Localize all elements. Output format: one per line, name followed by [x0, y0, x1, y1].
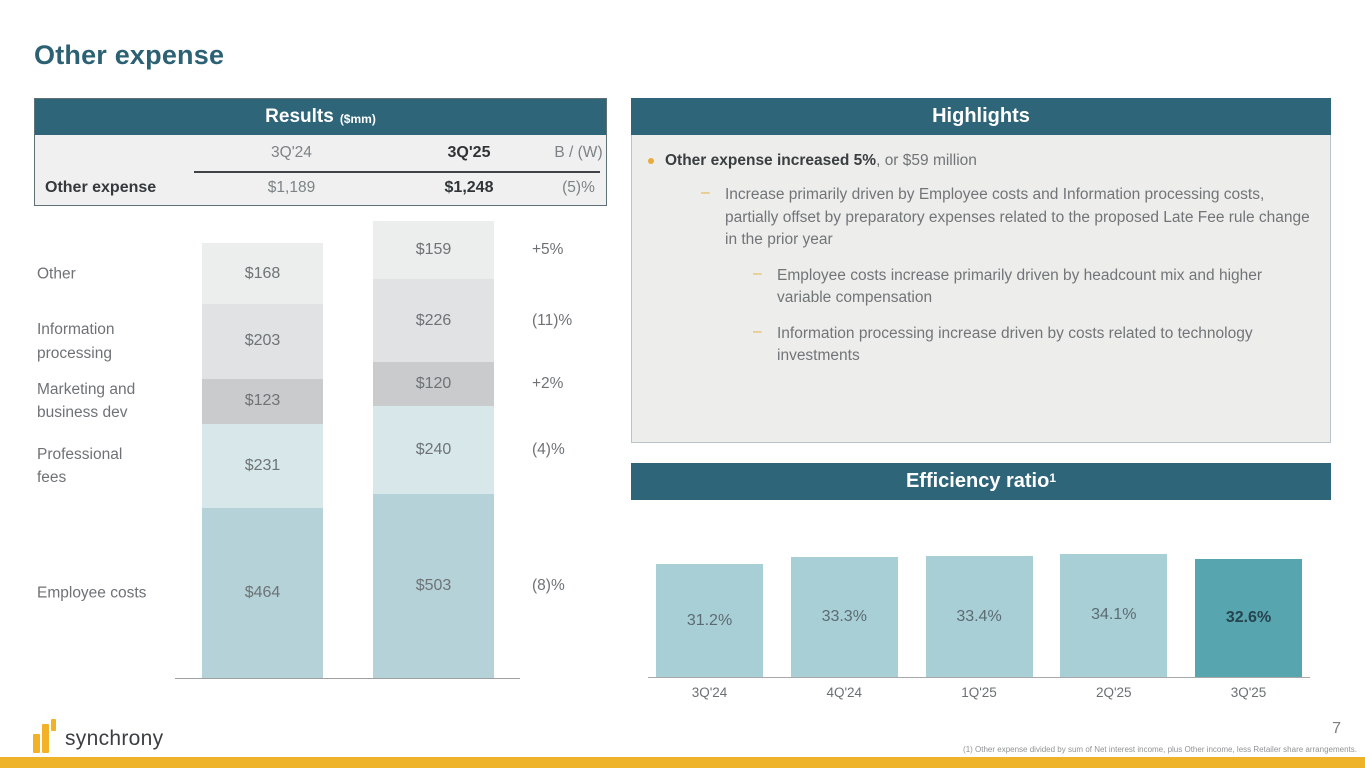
column-header-bw: B / (W)	[554, 144, 603, 161]
dot-bullet-icon	[648, 158, 654, 164]
change-label-marketing-and-business-dev: +2%	[532, 375, 564, 393]
dash-bullet-icon: –	[701, 184, 710, 202]
segment-employee-costs: $464	[202, 508, 323, 678]
page-title: Other expense	[34, 40, 225, 70]
value-bw: (5)%	[562, 179, 595, 196]
synchrony-logo-text: synchrony	[65, 727, 164, 750]
highlight-sub-bullet-1: – Increase primarily driven by Employee …	[701, 184, 1316, 251]
segment-professional-fees: $231	[202, 423, 323, 509]
stacked-chart-baseline	[175, 678, 520, 679]
bottom-accent-bar	[0, 757, 1365, 768]
efficiency-bar-4Q'24: 33.3%	[790, 556, 898, 677]
results-table-unit: ($mm)	[339, 111, 376, 126]
change-label-professional-fees: (4)%	[532, 440, 565, 458]
change-label-employee-costs: (8)%	[532, 576, 565, 594]
synchrony-logo: synchrony	[33, 714, 163, 754]
segment-other: $159	[373, 221, 494, 280]
efficiency-bar-3Q'25: 32.6%	[1195, 559, 1302, 677]
highlight-main-rest: , or $59 million	[876, 152, 977, 169]
category-label-other: Other	[37, 264, 76, 282]
highlight-sub-bullet-3: – Information processing increase driven…	[753, 323, 1316, 368]
efficiency-tick-1Q'25: 1Q'25	[961, 685, 997, 700]
highlight-bullet-main: Other expense increased 5%, or $59 milli…	[648, 150, 1316, 172]
value-3q25: $1,248	[444, 179, 494, 196]
segment-information-processing: $226	[373, 279, 494, 363]
segment-other: $168	[202, 242, 323, 305]
column-header-underline	[194, 171, 600, 173]
results-table-header: Results ($mm)	[35, 99, 606, 135]
highlight-sub-text-1: Increase primarily driven by Employee co…	[725, 186, 1310, 249]
segment-marketing-and-business-dev: $120	[373, 362, 494, 407]
highlight-sub-text-2: Employee costs increase primarily driven…	[777, 266, 1263, 307]
segment-information-processing: $203	[202, 304, 323, 379]
stacked-expense-chart: $168 Other $203 Information processing $123 M…	[34, 210, 614, 690]
category-label-professional-fees: Professional fees	[37, 445, 123, 486]
page-number: 7	[1332, 720, 1341, 737]
efficiency-chart: 31.2% 33.3% 33.4% 34.1% 32.6% 3Q'24 4Q'24 1Q'25…	[648, 540, 1310, 700]
efficiency-tick-2Q'25: 2Q'25	[1095, 685, 1132, 700]
segment-employee-costs: $503	[373, 493, 494, 678]
highlights-panel: Other expense increased 5%, or $59 milli…	[631, 135, 1331, 443]
synchrony-bars-icon	[33, 716, 59, 754]
footnote: (1) Other expense divided by sum of Net …	[963, 745, 1357, 754]
efficiency-ratio-title: Efficiency ratio	[905, 470, 1050, 492]
results-table-title: Results	[265, 106, 334, 127]
dash-bullet-icon: –	[753, 322, 762, 340]
highlights-header: Highlights	[631, 98, 1331, 135]
dash-bullet-icon: –	[753, 264, 762, 282]
efficiency-axis: 3Q'24 4Q'24 1Q'25 2Q'25 3Q'25	[648, 685, 1310, 700]
highlight-sub-bullet-2: – Employee costs increase primarily driv…	[753, 265, 1316, 310]
category-label-marketing-and-business-dev: Marketing and business dev	[37, 380, 136, 422]
efficiency-bar-2Q'25: 34.1%	[1060, 553, 1168, 677]
efficiency-bars: 31.2% 33.3% 33.4% 34.1% 32.6%	[648, 540, 1310, 678]
results-table: Results ($mm) 3Q'24 3Q'25 B / (W) Other …	[34, 98, 607, 206]
highlight-sub-text-3: Information processing increase driven b…	[777, 324, 1253, 365]
change-label-other: +5%	[532, 241, 564, 259]
footnote-superscript: 1	[1049, 470, 1057, 485]
value-3q24: $1,189	[267, 179, 316, 196]
highlights-title: Highlights	[932, 105, 1030, 127]
column-header-3q24: 3Q'24	[271, 144, 312, 161]
results-table-body: 3Q'24 3Q'25 B / (W) Other expense $1,189…	[35, 135, 606, 205]
highlight-main-text: Other expense increased 5%, or $59 milli…	[665, 150, 977, 172]
efficiency-tick-4Q'24: 4Q'24	[826, 685, 863, 700]
efficiency-tick-3Q'25: 3Q'25	[1230, 685, 1267, 700]
column-header-3q25: 3Q'25	[447, 144, 491, 161]
category-label-information-processing: Information processing	[37, 321, 115, 362]
segment-professional-fees: $240	[373, 406, 494, 494]
efficiency-ratio-header: Efficiency ratio 1	[631, 463, 1331, 500]
efficiency-bar-1Q'25: 33.4%	[925, 556, 1033, 677]
category-label-employee-costs: Employee costs	[37, 584, 147, 602]
row-label-other-expense: Other expense	[45, 179, 157, 196]
table-row: Other expense $1,189 $1,248 (5)%	[35, 171, 606, 205]
efficiency-tick-3Q'24: 3Q'24	[691, 685, 728, 700]
change-label-information-processing: (11)%	[532, 311, 573, 329]
highlight-main-bold: Other expense increased 5%	[665, 152, 877, 169]
segment-marketing-and-business-dev: $123	[202, 378, 323, 424]
efficiency-bar-3Q'24: 31.2%	[656, 564, 763, 677]
